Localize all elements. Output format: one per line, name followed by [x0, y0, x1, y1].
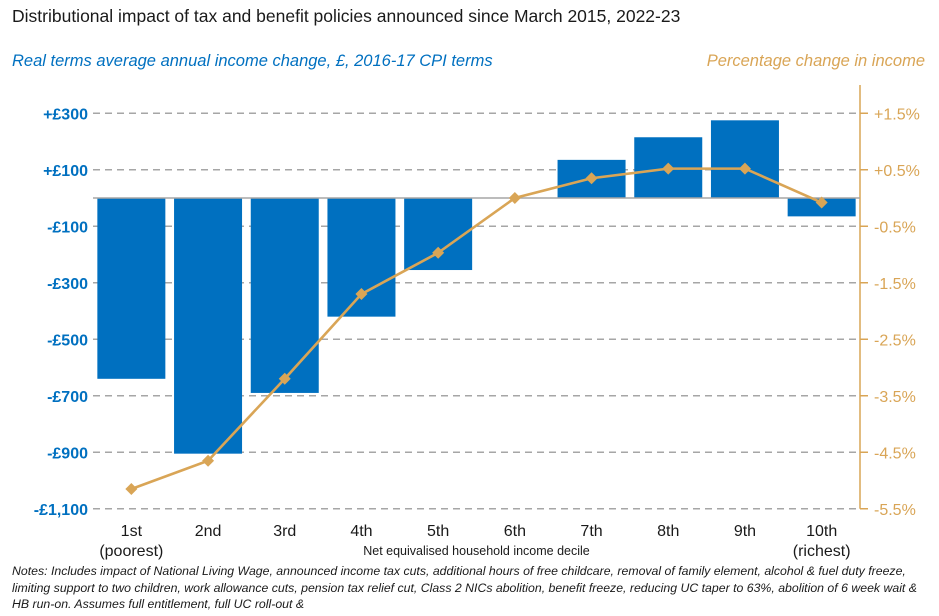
- right-tick-label: -4.5%: [874, 445, 916, 462]
- category-label: 2nd: [195, 523, 222, 540]
- category-label: 8th: [657, 523, 679, 540]
- bar-2nd: [174, 198, 243, 454]
- right-tick-label: -3.5%: [874, 389, 916, 406]
- right-tick-label: -0.5%: [874, 219, 916, 236]
- category-label: 4th: [350, 523, 372, 540]
- left-tick-label: -£1,100: [34, 502, 88, 519]
- right-tick-label: +1.5%: [874, 106, 920, 123]
- category-label: 10th: [806, 523, 837, 540]
- right-tick-label: -2.5%: [874, 332, 916, 349]
- category-label: 9th: [734, 523, 756, 540]
- right-tick-label: +0.5%: [874, 163, 920, 180]
- percentage-marker-6th: [508, 192, 521, 204]
- left-axis-title: Real terms average annual income change,…: [12, 52, 493, 70]
- right-tick-label: -5.5%: [874, 502, 916, 519]
- percentage-marker-7th: [585, 172, 598, 185]
- left-tick-label: +£100: [43, 163, 88, 180]
- percentage-marker-1st: [125, 482, 138, 495]
- percentage-marker-8th: [662, 162, 675, 175]
- percentage-marker-2nd: [202, 454, 215, 467]
- percentage-marker-4th: [355, 288, 368, 301]
- left-tick-label: -£500: [47, 332, 88, 349]
- category-label: 3rd: [273, 523, 296, 540]
- left-tick-label: -£300: [47, 276, 88, 293]
- left-tick-label: -£900: [47, 445, 88, 462]
- percentage-marker-10th: [815, 196, 828, 209]
- right-axis-title: Percentage change in income: [706, 52, 925, 70]
- category-label: 7th: [580, 523, 602, 540]
- chart-title: Distributional impact of tax and benefit…: [12, 6, 681, 26]
- percentage-marker-5th: [432, 246, 445, 259]
- category-label: 6th: [504, 523, 526, 540]
- bar-3rd: [250, 198, 319, 393]
- left-tick-label: -£100: [47, 219, 88, 236]
- left-tick-label: -£700: [47, 389, 88, 406]
- percentage-line: [130, 167, 823, 491]
- x-axis-title: Net equivalised household income decile: [363, 544, 590, 558]
- bar-1st: [97, 198, 166, 379]
- category-sublabel: (poorest): [99, 543, 163, 560]
- left-tick-label: +£300: [43, 106, 88, 123]
- bar-9th: [710, 120, 779, 198]
- bar-5th: [404, 198, 473, 271]
- chart-notes: Notes: Includes impact of National Livin…: [12, 564, 917, 611]
- right-tick-label: -1.5%: [874, 276, 916, 293]
- percentage-marker-3rd: [278, 372, 291, 385]
- percentage-marker-9th: [738, 162, 751, 175]
- category-sublabel: (richest): [793, 543, 851, 560]
- category-label: 5th: [427, 523, 449, 540]
- category-label: 1st: [121, 523, 143, 540]
